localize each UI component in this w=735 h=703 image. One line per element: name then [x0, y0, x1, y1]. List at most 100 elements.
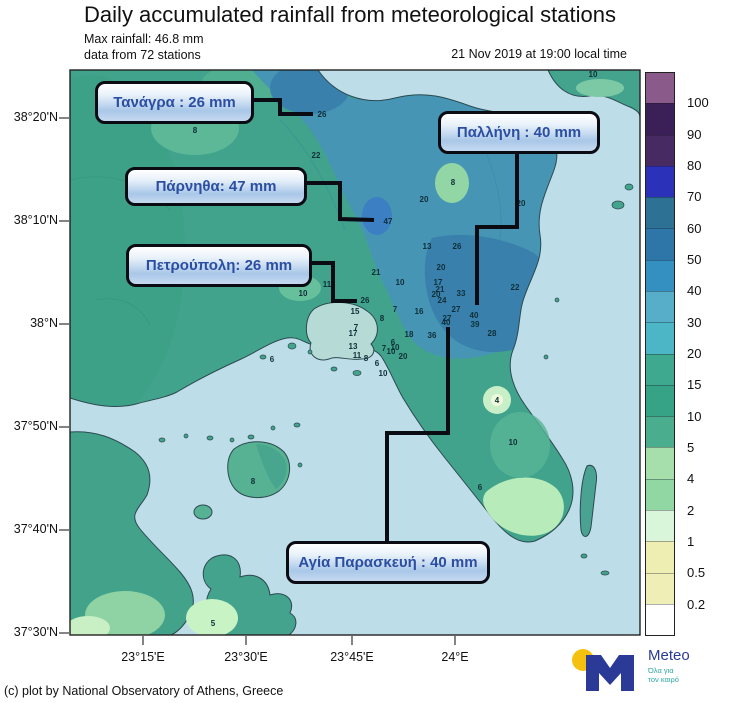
colorbar-tick-label: 0.2 — [687, 596, 706, 612]
max-rainfall-note: Max rainfall: 46.8 mm — [84, 32, 204, 46]
colorbar-segment — [646, 165, 674, 198]
band-2-4-patch-methana — [186, 599, 238, 635]
station-value: 26 — [361, 296, 370, 305]
station-value: 10 — [589, 70, 598, 79]
station-value: 13 — [423, 242, 432, 251]
station-value: 27 — [443, 314, 452, 323]
station-value: 7 — [382, 344, 387, 353]
colorbar-segment — [646, 509, 674, 542]
colorbar-segment — [646, 290, 674, 323]
station-value: 21 — [436, 285, 445, 294]
station-value: 7 — [393, 305, 398, 314]
colorbar-segment — [646, 478, 674, 510]
leader-parnitha — [300, 181, 375, 222]
band-5-10-patch-east — [490, 412, 550, 478]
colorbar-segment — [646, 416, 674, 448]
band-40-50-blob — [362, 197, 392, 235]
colorbar-segment — [646, 197, 674, 229]
y-axis-tick-label: 38°N — [30, 316, 58, 330]
station-value: 27 — [452, 305, 461, 314]
colorbar-tick-label: 40 — [687, 283, 702, 299]
station-value: 13 — [349, 342, 358, 351]
callout-leader-lines — [248, 98, 519, 542]
station-value: 20 — [437, 263, 446, 272]
station-value: 26 — [453, 242, 462, 251]
colorbar-tick-label: 5 — [687, 440, 695, 455]
callout-agia-paraskevi: Αγία Παρασκευή : 40 mm — [286, 541, 490, 584]
station-value: 6 — [391, 338, 396, 347]
station-value: 26 — [318, 110, 327, 119]
station-value: 8 — [380, 314, 385, 323]
colorbar-tick-label: 15 — [687, 377, 702, 393]
colorbar-segment — [646, 572, 674, 604]
colorbar-tick-label: 1 — [687, 534, 695, 549]
band-2-4-patch-sounio — [483, 477, 564, 536]
logo-tagline-line2: τον καιρό — [648, 675, 679, 685]
station-value: 28 — [488, 329, 497, 338]
station-value: 20 — [432, 290, 441, 299]
map-border — [69, 69, 641, 636]
callout-parnitha: Πάρνηθα: 47 mm — [125, 167, 307, 206]
band-5-10-blob — [435, 163, 469, 203]
logo-tagline-line1: Όλα για — [648, 666, 674, 675]
station-value: 18 — [405, 330, 414, 339]
y-axis-tick-label: 38°20'N — [13, 110, 58, 124]
callout-petroupoli: Πετρούπολη: 26 mm — [126, 244, 312, 287]
station-value: 5 — [211, 619, 216, 628]
logo-wordmark: Meteo — [648, 647, 690, 664]
colorbar-segment — [646, 73, 674, 104]
colorbar-tick-label: 100 — [687, 95, 709, 111]
colorbar-segment — [646, 353, 674, 385]
logo-m-icon — [586, 655, 634, 691]
callout-pallini: Παλλήνη : 40 mm — [438, 111, 600, 154]
y-axis-tick-marks — [59, 117, 69, 634]
y-axis-tick-label: 37°50'N — [13, 419, 58, 433]
station-value: 22 — [511, 283, 520, 292]
x-axis-tick-label: 23°45'E — [330, 650, 374, 664]
colorbar-tick-label: 80 — [687, 158, 702, 173]
colorbar-tick-label: 30 — [687, 314, 702, 330]
station-value: 8 — [364, 354, 369, 363]
colorbar-segment — [646, 603, 674, 636]
station-value: 20 — [399, 352, 408, 361]
colorbar-tick-label: 4 — [687, 471, 695, 487]
station-value: 47 — [384, 217, 393, 226]
station-value: 10 — [509, 438, 518, 447]
colorbar-segment — [646, 541, 674, 573]
station-value: 4 — [495, 396, 500, 405]
station-value: 17 — [434, 278, 443, 287]
colorbar-segment — [646, 384, 674, 417]
islets — [158, 183, 634, 576]
station-value: 20 — [420, 195, 429, 204]
station-value: 6 — [375, 359, 380, 368]
station-value: 11 — [353, 351, 362, 360]
station-value: 6 — [270, 355, 275, 364]
logo-tagline: Όλα για τον καιρό — [648, 666, 679, 685]
colorbar-tick-label: 10 — [687, 408, 702, 424]
meteo-logo — [572, 649, 634, 691]
header-notes: Max rainfall: 46.8 mm data from 72 stati… — [84, 31, 203, 63]
station-value: 16 — [415, 307, 424, 316]
credit-note: (c) plot by National Observatory of Athe… — [4, 684, 284, 698]
y-axis-tick-label: 38°10'N — [13, 213, 58, 227]
station-value: 8 — [451, 178, 456, 187]
station-value: 17 — [349, 329, 358, 338]
station-value: 39 — [471, 320, 480, 329]
colorbar-segment — [646, 322, 674, 354]
colorbar-segment — [646, 447, 674, 479]
station-value: 11 — [323, 280, 332, 289]
colorbar-tick-label: 60 — [687, 220, 702, 236]
band-2-4-patch-argolis — [70, 616, 110, 635]
colorbar-tick-label: 0.5 — [687, 565, 706, 581]
leader-agia-paraskevi — [385, 327, 450, 542]
station-value: 10 — [299, 289, 308, 298]
colorbar-tick-label: 2 — [687, 502, 695, 518]
callout-tanagra: Τανάγρα : 26 mm — [95, 81, 254, 124]
colorbar-tick-label: 20 — [687, 346, 702, 361]
station-value: 10 — [391, 343, 400, 352]
colorbar — [645, 72, 675, 636]
station-value: 10 — [379, 369, 388, 378]
y-axis-tick-label: 37°40'N — [13, 522, 58, 536]
